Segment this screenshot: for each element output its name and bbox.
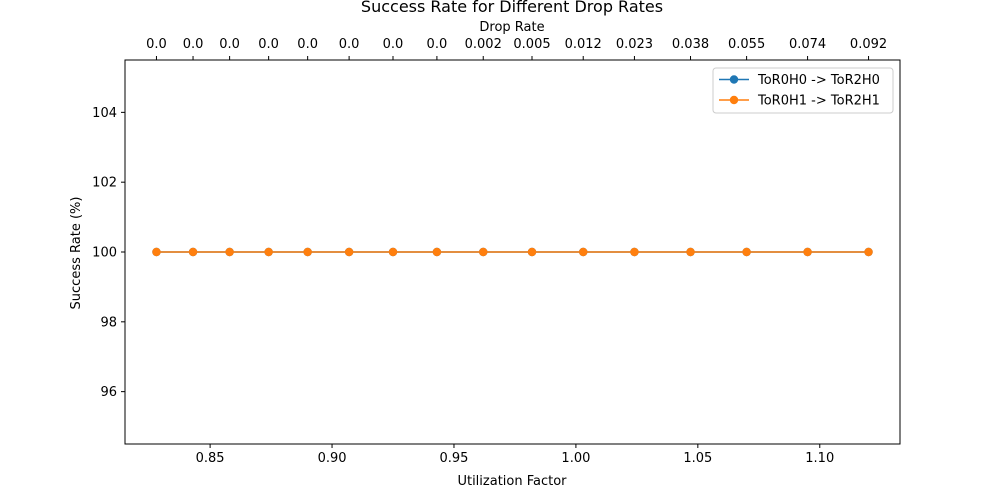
top-tick-label: 0.0 — [339, 37, 360, 52]
y-tick-label: 104 — [92, 106, 117, 121]
series-2-point — [742, 247, 751, 257]
legend-label-1: ToR0H0 -> ToR2H0 — [757, 73, 880, 88]
top-tick-label: 0.002 — [465, 37, 502, 52]
series-2-point — [864, 247, 873, 257]
legend-marker-2 — [729, 95, 739, 105]
top-tick-label: 0.0 — [383, 37, 404, 52]
y-tick-label: 98 — [100, 315, 117, 330]
series-2-point — [630, 247, 639, 257]
top-tick-label: 0.023 — [616, 37, 653, 52]
x-tick-label: 0.95 — [439, 451, 468, 466]
top-tick-label: 0.0 — [146, 37, 167, 52]
top-tick-label: 0.0 — [183, 37, 204, 52]
y-tick-label: 96 — [100, 385, 117, 400]
legend-marker-1 — [729, 75, 739, 84]
legend-box — [712, 67, 894, 114]
top-tick-label: 0.0 — [427, 37, 448, 52]
chart-title: Success Rate for Different Drop Rates — [361, 0, 663, 16]
y-axis-label: Success Rate (%) — [69, 197, 84, 310]
series-2-point — [432, 247, 442, 257]
series-2-point — [264, 247, 273, 257]
y-tick-label: 102 — [92, 176, 117, 191]
top-tick-label: 0.055 — [728, 37, 765, 52]
series-2-point — [527, 247, 537, 257]
top-tick-label: 0.074 — [789, 37, 826, 52]
series-2-point — [344, 247, 354, 257]
top-tick-label: 0.005 — [513, 37, 550, 52]
top-tick-label: 0.012 — [565, 37, 602, 52]
legend: ToR0H0 -> ToR2H0 ToR0H1 -> ToR2H1 — [712, 67, 894, 114]
x-tick-label: 1.10 — [805, 451, 834, 466]
plot-area: 0.85 0.90 0.95 1.00 1.05 1.10 96 98 100 102 104 0.0… — [92, 37, 901, 466]
x-tick-label: 0.90 — [318, 451, 347, 466]
top-tick-label: 0.092 — [850, 37, 887, 52]
x-tick-label: 0.85 — [196, 451, 225, 466]
series-2-point — [188, 247, 198, 257]
top-tick-label: 0.0 — [297, 37, 318, 52]
x-tick-label: 1.00 — [561, 451, 590, 466]
series-2-point — [152, 247, 161, 257]
legend-label-2: ToR0H1 -> ToR2H1 — [757, 94, 880, 109]
series-2-point — [803, 247, 812, 257]
series-2-point — [479, 247, 488, 257]
top-tick-label: 0.038 — [672, 37, 709, 52]
series-2-point — [303, 247, 312, 257]
top-tick-label: 0.0 — [219, 37, 240, 52]
plot-frame — [124, 59, 901, 445]
series-2-point — [686, 247, 695, 257]
x-axis-label: Utilization Factor — [457, 474, 567, 489]
series-2-point — [388, 247, 398, 257]
series-2-point — [225, 247, 234, 257]
top-tick-label: 0.0 — [258, 37, 279, 52]
top-axis-label: Drop Rate — [479, 20, 544, 35]
y-tick-label: 100 — [92, 246, 117, 261]
x-tick-label: 1.05 — [683, 451, 712, 466]
series-2-point — [579, 247, 588, 257]
